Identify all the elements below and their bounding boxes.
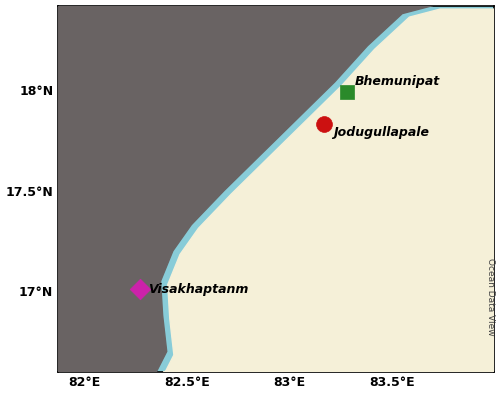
Polygon shape bbox=[236, 44, 500, 395]
Text: Visakhaptanm: Visakhaptanm bbox=[148, 283, 248, 295]
Polygon shape bbox=[182, 18, 494, 384]
Text: Jodugullapale: Jodugullapale bbox=[332, 126, 428, 139]
Polygon shape bbox=[208, 31, 494, 395]
Text: Ocean Data View: Ocean Data View bbox=[486, 258, 496, 336]
Polygon shape bbox=[164, 9, 494, 375]
Point bbox=[320, 121, 328, 127]
Polygon shape bbox=[58, 6, 494, 372]
Point bbox=[136, 286, 144, 292]
Text: Bhemunipat: Bhemunipat bbox=[355, 75, 440, 88]
Polygon shape bbox=[271, 62, 500, 395]
Polygon shape bbox=[58, 6, 433, 372]
Point bbox=[343, 89, 351, 95]
